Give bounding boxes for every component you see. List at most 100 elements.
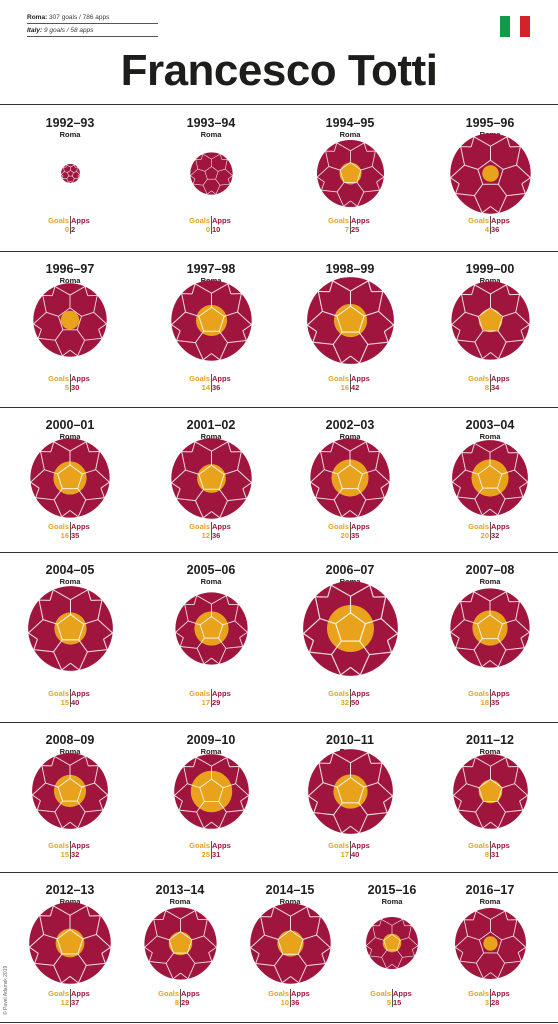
ball-seams [174,594,248,664]
club-label: Roma [59,276,81,285]
ball-wrapper [170,437,253,520]
season-label: 1998–99 [325,262,375,276]
goals-value: 16 [340,383,349,392]
goals-value: 0 [205,225,210,234]
season-label: 2011–12 [466,733,514,747]
apps-value: 2 [71,225,76,234]
club-label: Roma [59,577,81,586]
club-label: Roma [479,897,501,906]
goals-label: Goals [328,374,349,383]
football-bubble [310,438,390,518]
apps-label: Apps [71,841,90,850]
goals-label: Goals [158,989,179,998]
apps-label: Apps [71,689,90,698]
football-bubble [450,588,530,668]
stats-divider [69,841,71,859]
goals-value: 18 [480,698,489,707]
stats-divider [489,374,491,392]
club-label: Roma [59,897,81,906]
football-bubble [365,917,419,969]
football-bubble [249,902,331,984]
ball-wrapper [454,907,527,980]
apps-value: 35 [491,698,500,707]
ball-seams [316,142,384,207]
ball-seams [143,909,217,979]
goals-label: Goals [328,216,349,225]
season-stats: Goals Apps 0 10 [181,216,241,236]
goals-label: Goals [468,522,489,531]
ball-wrapper [316,139,385,208]
goals-value: 12 [60,998,69,1007]
ball-wrapper [170,279,253,362]
football-bubble [173,753,249,829]
band-divider [0,552,558,553]
ball-seams [33,286,107,357]
ball-seams [450,283,530,359]
apps-value: 40 [351,850,360,859]
stats-divider [69,522,71,540]
italy-career-stats: Italy: 9 goals / 58 apps [27,27,94,34]
stats-divider [210,216,212,234]
goals-label: Goals [328,689,349,698]
club-label: Roma [200,577,222,586]
goals-value: 10 [280,998,289,1007]
football-bubble [60,163,80,183]
season-label: 2002–03 [325,418,375,432]
goals-label: Goals [189,689,210,698]
ball-seams [302,584,398,675]
club-label: Roma [479,276,501,285]
band-divider [0,872,558,873]
season-stats: Goals Apps 4 36 [460,216,520,236]
ball-seams [310,441,390,518]
goals-circle [196,463,226,493]
football-bubble [451,440,529,516]
goals-value: 4 [484,225,489,234]
goals-label: Goals [189,216,210,225]
season-label: 1995–96 [465,116,515,130]
apps-label: Apps [71,522,90,531]
apps-value: 25 [351,225,360,234]
goals-label: Goals [189,841,210,850]
season-label: 1999–00 [465,262,515,276]
football-bubble [449,132,531,214]
goals-label: Goals [48,216,69,225]
ball-seams [31,755,109,829]
apps-label: Apps [71,374,90,383]
goals-value: 15 [60,698,69,707]
stats-divider [349,689,351,707]
football-bubble [454,907,526,979]
season-stats: Goals Apps 5 15 [362,989,422,1009]
season-label: 1993–94 [186,116,236,130]
stats-divider [210,374,212,392]
stats-divider [69,216,71,234]
football-bubble [307,748,393,834]
goals-circle [55,928,85,958]
apps-value: 29 [212,698,221,707]
stats-divider [489,216,491,234]
ball-wrapper [307,748,394,835]
season-label: 2005–06 [186,563,236,577]
apps-label: Apps [491,841,510,850]
goals-circle [478,308,502,332]
goals-circle [481,164,499,182]
football-bubble [143,906,217,980]
football-bubble [302,580,398,676]
goals-value: 8 [484,850,489,859]
season-label: 2016–17 [465,883,515,897]
ball-seams [307,751,393,833]
stats-divider [349,522,351,540]
goals-circle [190,770,232,812]
season-label: 2006–07 [325,563,375,577]
apps-label: Apps [71,989,90,998]
apps-label: Apps [212,216,231,225]
apps-value: 42 [351,383,360,392]
season-label: 2010–11 [326,733,374,747]
apps-value: 37 [71,998,80,1007]
ball-wrapper [249,902,332,985]
season-label: 1997–98 [186,262,236,276]
ball-seams [249,905,331,983]
credit: © Pavel Adamsk 2019 [3,965,9,1015]
goals-label: Goals [48,841,69,850]
apps-label: Apps [291,989,310,998]
band-divider [0,407,558,408]
